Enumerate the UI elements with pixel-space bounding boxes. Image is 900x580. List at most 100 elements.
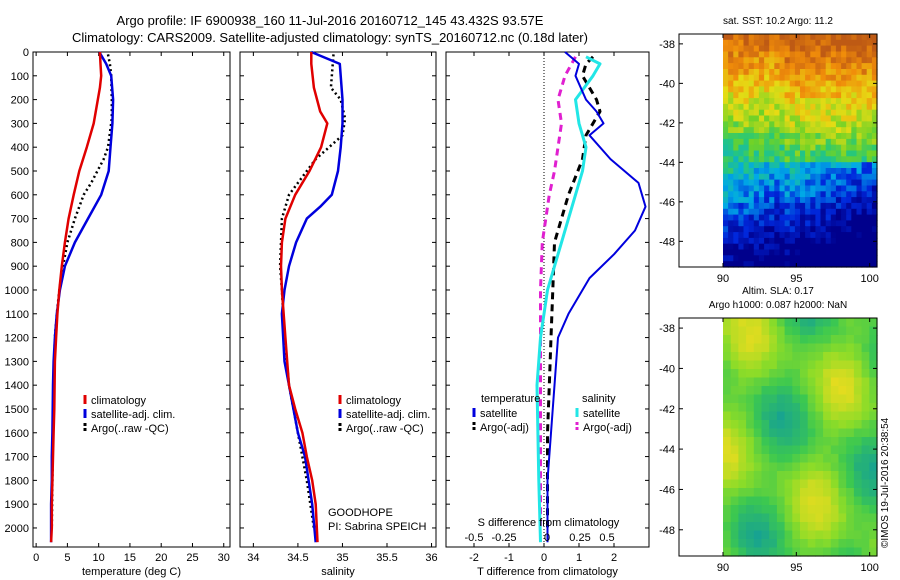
map-cell <box>789 208 796 216</box>
map-cell <box>853 326 863 336</box>
map-cell <box>866 255 873 262</box>
map-cell <box>871 51 878 58</box>
map-cell <box>728 98 734 105</box>
map-cell <box>769 45 775 52</box>
map-cell <box>723 420 732 430</box>
map-cell <box>805 226 811 233</box>
map-cell <box>838 471 847 481</box>
map-cell <box>769 232 775 239</box>
map-cell <box>830 237 837 245</box>
map-cell <box>784 496 793 506</box>
map-cell <box>784 74 791 82</box>
map-cell <box>825 150 832 157</box>
map-cell <box>784 162 791 169</box>
map-cell <box>825 173 832 181</box>
map-cell <box>853 411 863 421</box>
map-cell <box>820 57 827 64</box>
depth-tick-label: 300 <box>11 118 29 130</box>
map-cell <box>800 249 806 256</box>
map-cell <box>779 98 786 105</box>
map-cell <box>800 202 806 210</box>
map-cell <box>769 173 775 181</box>
map-cell <box>723 45 729 52</box>
map-cell <box>738 539 747 549</box>
map-cell <box>792 488 801 498</box>
map-cell <box>758 80 765 87</box>
map-cell <box>743 179 750 186</box>
map-cell <box>758 86 765 93</box>
map-cell <box>800 403 809 413</box>
map-cell <box>856 243 863 251</box>
map-cell <box>784 411 793 421</box>
map-cell <box>846 144 852 152</box>
map-cell <box>779 162 786 169</box>
map-cell <box>800 530 809 540</box>
map-cell <box>800 394 809 404</box>
map-cell <box>748 39 755 47</box>
map-cell <box>764 63 770 70</box>
map-cell <box>764 150 770 157</box>
map-cell <box>789 249 796 256</box>
map-cell <box>841 173 847 181</box>
map-cell <box>784 243 791 251</box>
map-cell <box>769 121 775 128</box>
map-cell <box>776 369 786 379</box>
map-cell <box>841 45 847 52</box>
map-cell <box>830 471 840 481</box>
map-cell <box>820 191 827 198</box>
map-cell <box>761 403 770 413</box>
map-cell <box>869 352 878 362</box>
map-cell <box>743 226 750 233</box>
map-cell <box>866 45 873 52</box>
map-cell <box>825 51 832 58</box>
map-cell <box>748 150 755 157</box>
map-cell <box>743 121 750 128</box>
map-cell <box>753 121 760 128</box>
map-cell <box>825 39 832 47</box>
map-cell <box>764 57 770 64</box>
map-cell <box>784 63 791 70</box>
map-cell <box>784 121 791 128</box>
map-cell <box>869 377 878 387</box>
map-cell <box>871 168 878 175</box>
map-cell <box>784 191 791 198</box>
map-cell <box>738 237 745 245</box>
map-cell <box>769 547 778 557</box>
map-cell <box>805 115 811 122</box>
map-cell <box>733 51 739 58</box>
map-cell <box>758 109 765 117</box>
map-cell <box>758 115 765 122</box>
map-cell <box>743 144 750 152</box>
map-cell <box>807 488 816 498</box>
map-cell <box>830 179 837 186</box>
imos-timestamp-label: ©IMOS 19-Jul-2016 20:38:54 <box>880 417 891 548</box>
map-cell <box>730 522 739 532</box>
map-cell <box>853 462 863 472</box>
map-cell <box>753 226 760 233</box>
map-cell <box>784 144 791 152</box>
map-cell <box>866 80 873 87</box>
map-cell <box>830 343 840 353</box>
map-cell <box>769 394 778 404</box>
map-cell <box>774 138 780 146</box>
map-cell <box>830 69 837 76</box>
difference-xtick-label: 0 <box>541 552 547 564</box>
map-cell <box>825 220 832 227</box>
map-cell <box>871 214 878 221</box>
map-cell <box>823 522 832 532</box>
map-cell <box>841 103 847 111</box>
map-cell <box>861 144 868 152</box>
map-cell <box>815 522 824 532</box>
map-cell <box>841 249 847 256</box>
map-cell <box>769 343 778 353</box>
map-cell <box>810 109 816 117</box>
map-cell <box>784 127 791 134</box>
map-cell <box>794 121 801 128</box>
map-cell <box>733 74 739 82</box>
map-cell <box>825 127 832 134</box>
map-cell <box>800 103 806 111</box>
map-cell <box>794 86 801 93</box>
map-cell <box>810 249 816 256</box>
map-cell <box>748 92 755 99</box>
map-cell <box>738 488 747 498</box>
